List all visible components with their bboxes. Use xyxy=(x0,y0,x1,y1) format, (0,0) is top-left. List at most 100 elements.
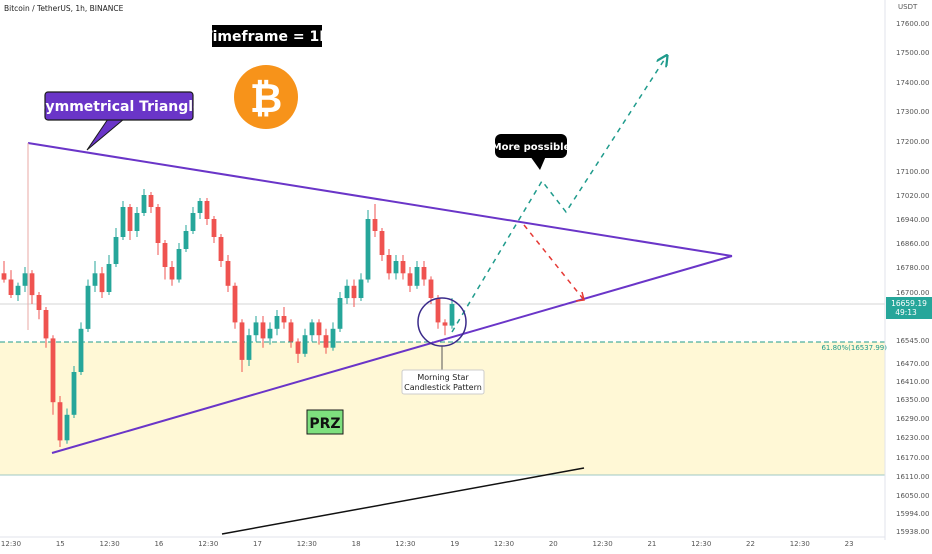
candle-body xyxy=(393,261,399,274)
more-callout-pointer xyxy=(530,156,546,170)
pattern-callout xyxy=(44,91,194,121)
price-tick-label: 16410.00 xyxy=(896,378,929,386)
candle-body xyxy=(99,273,105,293)
candle-body xyxy=(85,285,91,329)
time-axis: 12:30 15 12:30 16 12:30 17 12:30 18 12:30 19 12:30… xyxy=(1,540,854,548)
time-tick-label: 15 xyxy=(56,540,65,548)
timeframe-badge xyxy=(212,25,322,47)
candle-body xyxy=(15,285,21,296)
candle-body xyxy=(127,207,133,231)
candle-body xyxy=(442,322,448,326)
candle-body xyxy=(316,322,322,336)
candle-note-line2: Candlestick Pattern xyxy=(404,383,482,392)
candle-body xyxy=(421,267,427,280)
candle-body xyxy=(295,341,301,354)
prz-label: PRZ xyxy=(309,416,340,432)
candle-body xyxy=(372,219,378,231)
trend-line[interactable] xyxy=(221,467,585,535)
candle-body xyxy=(281,316,287,323)
candle-body xyxy=(162,243,168,267)
candle-body xyxy=(204,201,210,219)
more-callout xyxy=(495,134,567,158)
bitcoin-symbol-icon: ₿ xyxy=(250,76,283,122)
candle-body xyxy=(120,207,126,237)
symbol-title: Bitcoin / TetherUS, 1h, BINANCE xyxy=(4,4,124,13)
candle-body xyxy=(211,219,217,237)
time-tick-label: 21 xyxy=(647,540,656,548)
price-tick-label: 16350.00 xyxy=(896,396,929,404)
candle-body xyxy=(8,279,14,295)
price-tick-label: 17600.00 xyxy=(896,20,929,28)
price-tick-label: 17200.00 xyxy=(896,138,929,146)
price-tick-label: 16230.00 xyxy=(896,434,929,442)
candle-body xyxy=(351,285,357,299)
candle-body xyxy=(449,304,455,326)
fib-label: 61.80%(16537.99) xyxy=(821,344,887,352)
time-tick-label: 12:30 xyxy=(198,540,218,548)
candle-body xyxy=(288,322,294,342)
candles-layer xyxy=(1,189,455,447)
price-tick-label: 16940.00 xyxy=(896,216,929,224)
candle-body xyxy=(323,335,329,348)
price-tick-label: 17400.00 xyxy=(896,79,929,87)
price-tick-label: 15994.00 xyxy=(896,510,929,518)
candle-body xyxy=(106,264,112,292)
price-tick-label: 17100.00 xyxy=(896,168,929,176)
more-label: More possible xyxy=(492,142,571,153)
price-tick-label: 17300.00 xyxy=(896,108,929,116)
candle-body xyxy=(78,328,84,372)
price-tick-label: 17500.00 xyxy=(896,49,929,57)
candle-body xyxy=(155,207,161,243)
candle-body xyxy=(400,261,406,274)
time-tick-label: 12:30 xyxy=(1,540,21,548)
price-tag xyxy=(886,297,932,319)
price-axis: 17600.00 17500.00 17400.00 17300.00 17200.00… xyxy=(896,20,929,536)
timeframe-label: Timeframe = 1H xyxy=(203,29,331,45)
candle-body xyxy=(330,328,336,348)
candle-body xyxy=(302,335,308,354)
candle-body xyxy=(57,402,63,441)
candle-body xyxy=(274,316,280,329)
candle-body xyxy=(183,231,189,249)
time-tick-label: 20 xyxy=(549,540,558,548)
price-tick-label: 16290.00 xyxy=(896,415,929,423)
candle-body xyxy=(407,273,413,286)
time-tick-label: 12:30 xyxy=(691,540,711,548)
time-tick-label: 19 xyxy=(450,540,459,548)
price-tick-label: 16050.00 xyxy=(896,492,929,500)
time-tick-label: 12:30 xyxy=(494,540,514,548)
triangle-upper-line[interactable] xyxy=(27,142,733,257)
candle-body xyxy=(428,279,434,298)
price-tick-label: 16860.00 xyxy=(896,240,929,248)
time-tick-label: 16 xyxy=(154,540,163,548)
candle-body xyxy=(36,295,42,310)
candle-body xyxy=(148,195,154,207)
price-tick-label: 16780.00 xyxy=(896,264,929,272)
price-tick-label: 16470.00 xyxy=(896,360,929,368)
candle-body xyxy=(71,372,77,415)
bullish-projection xyxy=(451,57,666,333)
candle-body xyxy=(435,298,441,323)
prz-badge xyxy=(306,409,344,435)
time-tick-label: 12:30 xyxy=(395,540,415,548)
candle-body xyxy=(344,285,350,299)
candle-body xyxy=(253,322,259,336)
price-tick-label: 17020.00 xyxy=(896,192,929,200)
time-tick-label: 17 xyxy=(253,540,262,548)
candle-body xyxy=(386,255,392,274)
candle-body xyxy=(225,261,231,286)
candle-body xyxy=(232,285,238,323)
currency-label: USDT xyxy=(898,3,918,11)
candle-body xyxy=(414,267,420,286)
candle-note-box xyxy=(401,369,485,395)
candle-body xyxy=(337,298,343,329)
candle-body xyxy=(239,322,245,360)
price-tick-label: 16170.00 xyxy=(896,454,929,462)
time-tick-label: 12:30 xyxy=(593,540,613,548)
candle-body xyxy=(92,273,98,286)
time-tick-label: 22 xyxy=(746,540,755,548)
triangle-lower-line[interactable] xyxy=(51,255,733,454)
bitcoin-logo-icon xyxy=(234,65,298,129)
pattern-label: Symmetrical Triangle xyxy=(35,99,202,115)
candle-body xyxy=(64,414,70,441)
